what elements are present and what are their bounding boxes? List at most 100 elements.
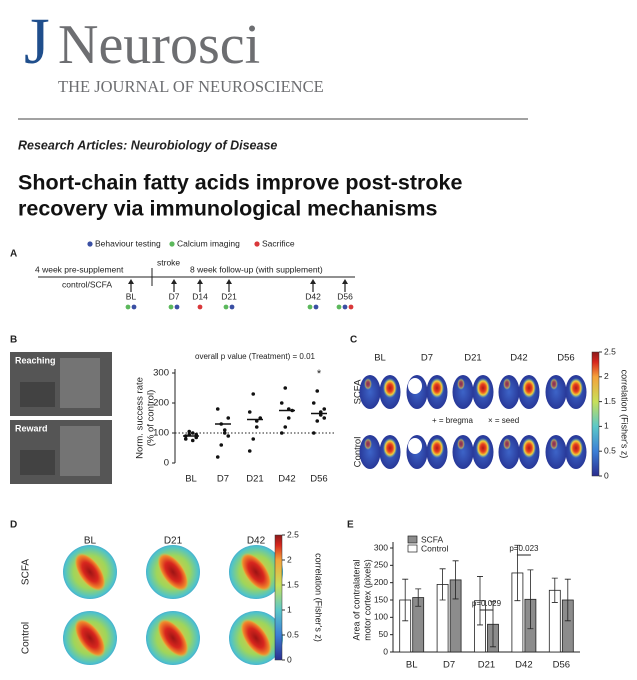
correlation-core — [157, 552, 189, 592]
data-point — [190, 431, 195, 435]
timepoint-label: D21 — [221, 291, 237, 301]
timeline-label: stroke — [157, 257, 180, 267]
error-bar — [477, 576, 483, 626]
activity-spot — [503, 378, 511, 390]
row-label: Control — [353, 437, 364, 468]
activity-spot — [430, 378, 444, 398]
legend-dot — [87, 241, 93, 247]
timepoint-label: D14 — [192, 291, 208, 301]
lesion — [408, 438, 422, 454]
arrow-head — [171, 279, 177, 284]
data-point — [322, 416, 327, 420]
timepoint-dot — [125, 304, 131, 310]
correlation-core — [74, 618, 106, 658]
column-label: BL — [374, 353, 386, 364]
timepoint-label: BL — [126, 291, 137, 301]
y-tick-label: 50 — [379, 629, 389, 639]
legend-dot — [169, 241, 175, 247]
colorbar-tick-label: 2.5 — [287, 529, 299, 539]
data-point — [222, 428, 227, 432]
lesion — [408, 378, 422, 394]
photo-detail — [20, 382, 55, 407]
correlation-core — [240, 552, 272, 592]
timepoint-dot — [348, 304, 354, 310]
column-label: D56 — [557, 353, 574, 364]
data-point — [247, 449, 252, 453]
arrow-head — [197, 279, 203, 284]
error-bar — [527, 569, 534, 630]
activity-spot — [364, 378, 372, 390]
timepoint-label: D56 — [337, 291, 353, 301]
colorbar-tick-label: 2.5 — [604, 346, 616, 356]
x-tick-label: BL — [406, 660, 418, 671]
y-tick-label: 200 — [153, 398, 169, 409]
correlation-core — [240, 618, 272, 658]
error-bar — [551, 577, 558, 603]
data-point — [251, 392, 256, 396]
data-point — [183, 437, 188, 441]
activity-spot — [383, 378, 397, 398]
column-label: D42 — [510, 353, 527, 364]
correlation-core — [157, 618, 189, 658]
error-bar — [564, 578, 571, 622]
data-point — [254, 425, 259, 429]
x-tick-label: D7 — [443, 660, 455, 671]
y-axis-label: Norm. success rate — [135, 377, 146, 459]
panel-label: D — [10, 520, 17, 531]
data-point — [279, 431, 284, 435]
x-tick-label: D7 — [217, 474, 229, 485]
x-tick-label: D56 — [553, 660, 570, 671]
error-bar — [452, 560, 459, 600]
activity-spot — [522, 378, 536, 398]
data-point — [322, 407, 327, 411]
article-title: Short-chain fatty acids improve post-str… — [18, 171, 462, 195]
colorbar-tick-label: 2 — [604, 371, 609, 381]
arrow-head — [128, 279, 134, 284]
activity-spot — [550, 378, 558, 390]
activity-spot — [476, 378, 490, 398]
legend-label: Calcium imaging — [177, 238, 240, 248]
colorbar-tick-label: 0.5 — [604, 445, 616, 455]
y-tick-label: 100 — [374, 612, 388, 622]
timepoint-dot — [336, 304, 342, 310]
activity-spot — [430, 438, 444, 458]
y-tick-label: 200 — [374, 577, 388, 587]
activity-spot — [550, 438, 558, 450]
map-legend: + = bregma — [432, 416, 473, 425]
timeline-label: control/SCFA — [62, 279, 112, 289]
activity-spot — [522, 438, 536, 458]
legend-swatch — [407, 544, 418, 553]
arrow-head — [310, 279, 316, 284]
error-bar — [490, 601, 496, 648]
timeline-label: 4 week pre-supplement — [35, 264, 124, 274]
colorbar-tick-label: 0 — [287, 654, 292, 664]
data-point — [226, 416, 231, 420]
data-point — [222, 431, 227, 435]
data-point — [219, 443, 224, 447]
significance-label: p=0.029 — [472, 599, 502, 608]
panel-label: B — [10, 335, 17, 346]
data-point — [251, 437, 256, 441]
map-legend: × = seed — [488, 416, 519, 425]
timepoint-dot — [313, 304, 319, 310]
column-label: D42 — [247, 536, 266, 547]
arrow-head — [342, 279, 348, 284]
timepoint-dot — [229, 304, 235, 310]
data-point — [279, 401, 284, 405]
row-label: SCFA — [353, 379, 364, 404]
colorbar-tick-label: 0 — [604, 470, 609, 480]
legend-label: Sacrifice — [262, 238, 295, 248]
y-tick-label: 100 — [153, 428, 169, 439]
data-point — [315, 419, 320, 423]
activity-spot — [503, 438, 511, 450]
data-point — [215, 455, 220, 459]
photo-label: Reaching — [15, 355, 56, 365]
logo-rest: Neurosci — [58, 14, 260, 76]
timepoint-dot — [168, 304, 174, 310]
journal-name: THE JOURNAL OF NEUROSCIENCE — [58, 77, 324, 96]
column-label: BL — [84, 536, 97, 547]
photo-label: Reward — [15, 423, 48, 433]
data-point — [283, 425, 288, 429]
x-tick-label: BL — [185, 474, 197, 485]
colorbar-label: correlation (Fisher's z) — [620, 370, 630, 459]
